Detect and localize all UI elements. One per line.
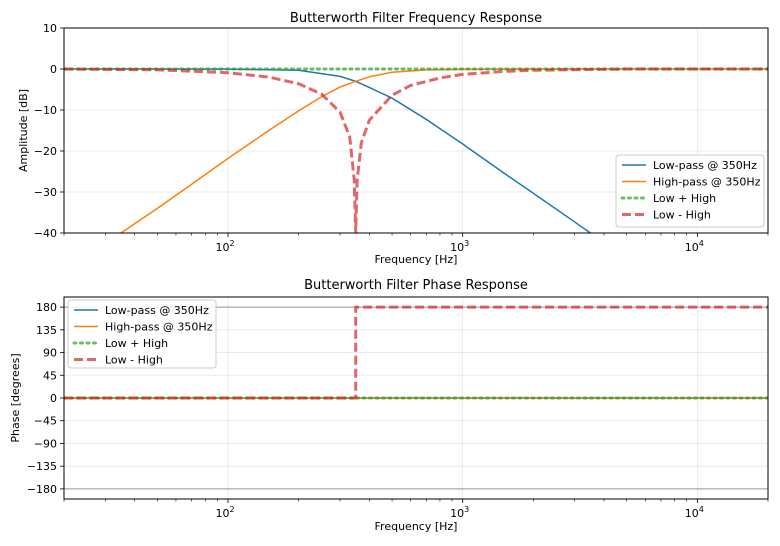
legend-label: Low-pass @ 350Hz [105,304,209,317]
legend-box [67,299,217,369]
x-tick-exponent: 2 [229,505,234,514]
legend-label: Low - High [105,354,163,367]
amplitude-x-axis-label: Frequency [Hz] [375,253,458,266]
x-tick-exponent: 3 [464,239,469,248]
x-tick-label: 104 [685,239,704,254]
phase-y-axis-label: Phase [degrees] [9,353,22,442]
amplitude-legend: Low-pass @ 350Hz High-pass @ 350Hz Low + H… [615,154,765,228]
x-tick-base: 10 [215,241,229,254]
amplitude-chart-title: Butterworth Filter Frequency Response [290,11,542,26]
y-tick-label: −10 [34,104,57,117]
y-tick-label: 45 [43,369,57,382]
y-tick-label: −135 [27,460,57,473]
x-tick-base: 10 [215,507,229,520]
x-tick-base: 10 [685,507,699,520]
amplitude-axes-frame [63,27,769,234]
x-tick-base: 10 [450,241,464,254]
series-line [64,305,768,400]
phase-chart-title: Butterworth Filter Phase Response [304,278,528,293]
y-tick-label: 0 [50,392,57,405]
amplitude-y-axis-label: Amplitude [dB] [17,89,30,172]
x-tick-label: 102 [215,239,234,254]
legend-label: High-pass @ 350Hz [653,176,761,189]
y-tick-label: −180 [27,483,57,496]
y-tick-label: −20 [34,145,57,158]
legend-label: High-pass @ 350Hz [105,321,213,334]
phase-legend: Low-pass @ 350Hz High-pass @ 350Hz Low + H… [67,299,217,369]
legend-label: Low-pass @ 350Hz [653,159,757,172]
legend-box [615,154,765,228]
y-tick-label: −45 [34,415,57,428]
series-line [120,68,768,233]
x-tick-label: 103 [450,239,469,254]
amplitude-plot-area [64,67,768,233]
x-tick-exponent: 4 [699,505,704,514]
phase-panel: Butterworth Filter Phase Response 180 135… [9,278,769,533]
y-tick-label: 0 [50,63,57,76]
legend-label: Low + High [105,337,168,350]
x-tick-exponent: 4 [699,239,704,248]
series-line [64,67,768,233]
x-tick-label: 102 [215,505,234,520]
phase-plot-area [64,305,768,400]
x-tick-label: 103 [450,505,469,520]
y-tick-label: 180 [36,301,57,314]
y-tick-label: −40 [34,227,57,240]
x-tick-base: 10 [450,507,464,520]
x-tick-exponent: 3 [464,505,469,514]
y-tick-label: 10 [43,22,57,35]
amplitude-panel: Butterworth Filter Frequency Response 10… [17,11,769,266]
x-tick-base: 10 [685,241,699,254]
y-tick-label: 135 [36,324,57,337]
y-tick-label: −30 [34,186,57,199]
x-tick-label: 104 [685,505,704,520]
phase-x-axis-label: Frequency [Hz] [375,520,458,533]
legend-label: Low - High [653,209,711,222]
y-tick-label: 90 [43,347,57,360]
x-tick-exponent: 2 [229,239,234,248]
y-tick-label: −90 [34,437,57,450]
legend-label: Low + High [653,192,716,205]
